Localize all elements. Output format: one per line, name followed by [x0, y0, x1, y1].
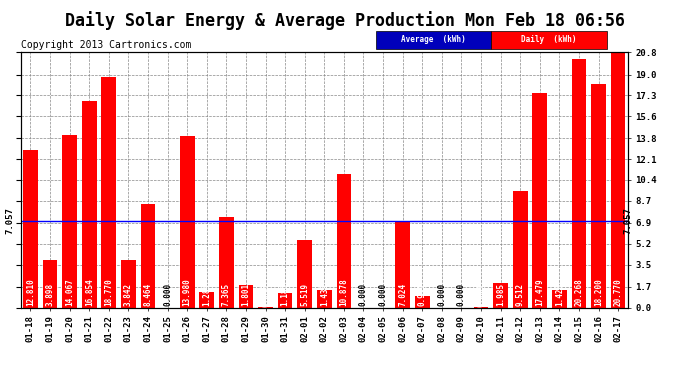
Bar [43, 260, 57, 308]
Text: 18.200: 18.200 [594, 278, 603, 306]
Bar [552, 290, 566, 308]
Text: 20.770: 20.770 [613, 278, 622, 306]
Bar [121, 260, 136, 308]
Text: 20.268: 20.268 [575, 278, 584, 306]
Bar [219, 217, 234, 308]
Text: 7.365: 7.365 [222, 282, 231, 306]
Text: 0.000: 0.000 [379, 283, 388, 306]
Text: 7.057: 7.057 [6, 207, 15, 234]
Text: Copyright 2013 Cartronics.com: Copyright 2013 Cartronics.com [21, 40, 191, 50]
Text: 1.186: 1.186 [281, 282, 290, 306]
Bar [199, 292, 214, 308]
Text: 1.284: 1.284 [202, 282, 211, 306]
Bar [571, 59, 586, 308]
Text: 16.854: 16.854 [85, 278, 94, 306]
Text: 12.810: 12.810 [26, 278, 35, 306]
Text: 1.801: 1.801 [241, 282, 250, 306]
Bar [278, 293, 293, 308]
Bar [62, 135, 77, 308]
Text: 18.770: 18.770 [104, 278, 113, 306]
Bar [82, 101, 97, 308]
Bar [513, 191, 528, 308]
Bar [591, 84, 606, 308]
Text: 5.519: 5.519 [300, 282, 309, 306]
Text: 1.439: 1.439 [319, 282, 329, 306]
Text: Average  (kWh): Average (kWh) [401, 35, 466, 44]
Text: 3.898: 3.898 [46, 282, 55, 306]
Text: 0.013: 0.013 [477, 284, 486, 307]
Bar [141, 204, 155, 308]
FancyBboxPatch shape [491, 31, 607, 49]
Text: 0.911: 0.911 [417, 282, 426, 306]
Text: 8.464: 8.464 [144, 282, 152, 306]
Bar [493, 283, 508, 308]
Bar [258, 307, 273, 308]
Bar [611, 53, 625, 307]
FancyBboxPatch shape [376, 31, 491, 49]
Bar [239, 285, 253, 308]
Text: 3.842: 3.842 [124, 282, 133, 306]
Text: 1.426: 1.426 [555, 282, 564, 306]
Bar [317, 290, 332, 308]
Text: 0.000: 0.000 [437, 283, 446, 306]
Text: 7.024: 7.024 [398, 282, 407, 306]
Bar [337, 174, 351, 308]
Text: 0.000: 0.000 [359, 283, 368, 306]
Text: 0.056: 0.056 [261, 284, 270, 307]
Text: Daily  (kWh): Daily (kWh) [521, 35, 577, 44]
Bar [101, 77, 116, 308]
Text: Daily Solar Energy & Average Production Mon Feb 18 06:56: Daily Solar Energy & Average Production … [65, 11, 625, 30]
Text: 14.067: 14.067 [65, 278, 74, 306]
Bar [180, 136, 195, 308]
Text: 10.878: 10.878 [339, 278, 348, 306]
Text: 1.985: 1.985 [496, 282, 505, 306]
Bar [395, 221, 410, 308]
Bar [297, 240, 312, 308]
Bar [533, 93, 547, 308]
Text: 0.000: 0.000 [163, 283, 172, 306]
Bar [415, 296, 430, 307]
Text: 9.512: 9.512 [515, 282, 524, 306]
Text: 7.057: 7.057 [623, 207, 633, 234]
Text: 0.000: 0.000 [457, 283, 466, 306]
Bar [23, 150, 38, 308]
Text: 13.980: 13.980 [183, 278, 192, 306]
Text: 17.479: 17.479 [535, 278, 544, 306]
